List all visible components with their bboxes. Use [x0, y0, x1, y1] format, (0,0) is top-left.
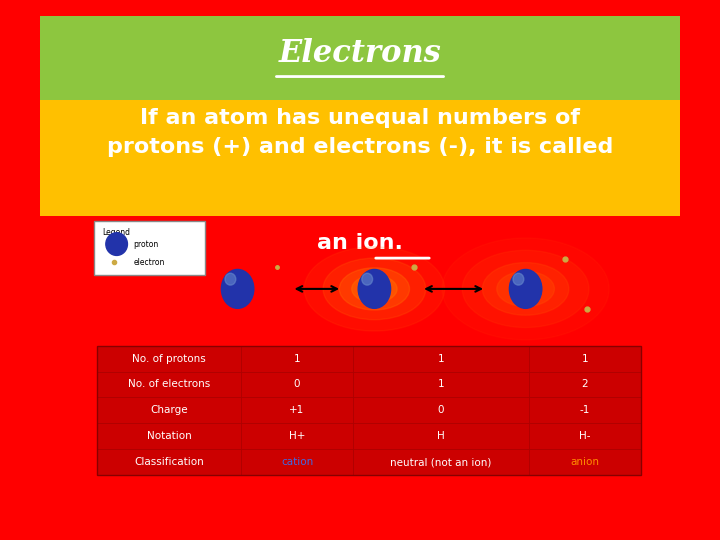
FancyBboxPatch shape [241, 346, 353, 372]
Ellipse shape [352, 275, 397, 302]
Text: Legend: Legend [102, 228, 130, 237]
Text: H+: H+ [289, 431, 305, 441]
Text: Electrons: Electrons [279, 38, 441, 69]
Ellipse shape [339, 268, 410, 310]
Text: No. of protons: No. of protons [132, 354, 206, 363]
FancyBboxPatch shape [97, 449, 241, 475]
Text: 1: 1 [582, 354, 588, 363]
Ellipse shape [513, 273, 523, 285]
FancyBboxPatch shape [529, 346, 641, 372]
Text: Classification: Classification [135, 457, 204, 467]
FancyBboxPatch shape [529, 449, 641, 475]
FancyBboxPatch shape [353, 423, 529, 449]
Text: 2: 2 [582, 380, 588, 389]
FancyBboxPatch shape [353, 449, 529, 475]
FancyBboxPatch shape [241, 372, 353, 397]
Text: neutral (not an ion): neutral (not an ion) [390, 457, 492, 467]
FancyBboxPatch shape [529, 397, 641, 423]
FancyBboxPatch shape [241, 397, 353, 423]
FancyBboxPatch shape [94, 221, 205, 275]
Text: No. of electrons: No. of electrons [128, 380, 210, 389]
Text: H: H [437, 431, 445, 441]
Text: +1: +1 [289, 406, 305, 415]
Text: Notation: Notation [147, 431, 192, 441]
Ellipse shape [482, 262, 569, 315]
Ellipse shape [222, 269, 254, 308]
Ellipse shape [225, 273, 236, 285]
FancyBboxPatch shape [97, 372, 241, 397]
Text: If an atom has unequal numbers of
protons (+) and electrons (-), it is called: If an atom has unequal numbers of proton… [107, 107, 613, 157]
Text: H-: H- [580, 431, 590, 441]
FancyBboxPatch shape [241, 449, 353, 475]
FancyBboxPatch shape [241, 423, 353, 449]
Ellipse shape [323, 258, 426, 320]
Text: proton: proton [133, 240, 158, 248]
FancyBboxPatch shape [353, 397, 529, 423]
Ellipse shape [305, 247, 445, 331]
FancyBboxPatch shape [353, 372, 529, 397]
Text: an ​ion.: an ​ion. [317, 233, 403, 253]
Ellipse shape [510, 269, 542, 308]
Text: 1: 1 [294, 354, 300, 363]
Text: electron: electron [133, 258, 165, 267]
Text: 0: 0 [294, 380, 300, 389]
Text: 1: 1 [438, 380, 444, 389]
FancyBboxPatch shape [97, 397, 241, 423]
FancyBboxPatch shape [97, 423, 241, 449]
FancyBboxPatch shape [529, 423, 641, 449]
Ellipse shape [362, 273, 373, 285]
FancyBboxPatch shape [97, 346, 241, 372]
Text: Charge: Charge [150, 406, 188, 415]
FancyBboxPatch shape [353, 346, 529, 372]
Text: -1: -1 [580, 406, 590, 415]
Text: anion: anion [570, 457, 600, 467]
Ellipse shape [497, 271, 554, 306]
FancyBboxPatch shape [40, 100, 680, 216]
Text: 1: 1 [438, 354, 444, 363]
Ellipse shape [106, 233, 127, 255]
FancyBboxPatch shape [529, 372, 641, 397]
Text: cation: cation [281, 457, 313, 467]
Ellipse shape [442, 238, 609, 340]
Ellipse shape [462, 250, 589, 327]
Ellipse shape [359, 269, 391, 308]
FancyBboxPatch shape [40, 16, 680, 100]
Text: 0: 0 [438, 406, 444, 415]
